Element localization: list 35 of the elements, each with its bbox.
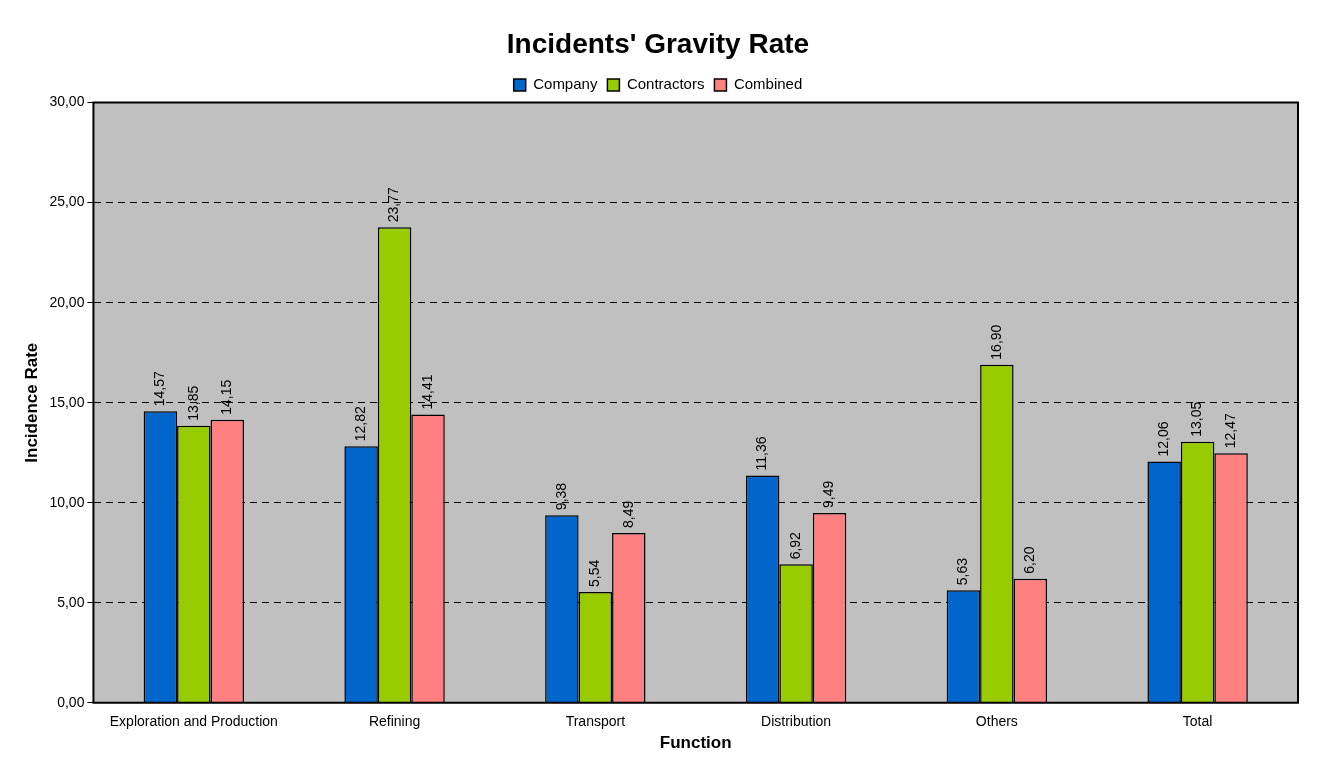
- data-label: 9,38: [552, 482, 569, 511]
- data-label: 23,77: [385, 186, 402, 223]
- y-tick-label: 30,00: [49, 93, 85, 110]
- data-label: 5,54: [586, 559, 603, 587]
- x-tick-label: Total: [1182, 713, 1213, 730]
- data-label: 6,20: [1021, 546, 1038, 574]
- data-label: 9,49: [820, 480, 837, 508]
- x-tick-label: Refining: [368, 713, 421, 730]
- x-axis-title: Function: [659, 733, 732, 753]
- legend-label: Combined: [733, 75, 803, 93]
- data-label: 13,85: [184, 385, 201, 421]
- data-label: 12,82: [351, 406, 368, 442]
- y-tick-label: 25,00: [49, 193, 85, 210]
- y-tick-label: 15,00: [49, 393, 85, 410]
- y-tick-label: 5,00: [57, 593, 85, 610]
- chart-title: Incidents' Gravity Rate: [506, 27, 810, 59]
- legend-label: Contractors: [626, 75, 705, 93]
- x-tick-label: Others: [975, 713, 1018, 730]
- data-label: 16,90: [987, 324, 1004, 360]
- x-tick-label: Distribution: [761, 713, 832, 730]
- data-label: 12,06: [1155, 421, 1172, 457]
- legend-label: Company: [533, 75, 598, 93]
- data-label: 5,63: [954, 557, 971, 586]
- y-tick-label: 0,00: [57, 693, 85, 710]
- data-label: 6,92: [786, 531, 803, 560]
- data-label: 14,15: [218, 379, 235, 415]
- data-label: 14,41: [418, 374, 435, 410]
- y-tick-label: 20,00: [49, 293, 85, 310]
- data-label: 11,36: [753, 436, 770, 471]
- y-axis-title: Incidence Rate: [21, 342, 41, 463]
- data-label: 13,05: [1188, 401, 1205, 437]
- y-tick-label: 10,00: [49, 493, 85, 510]
- x-tick-label: Exploration and Production: [109, 713, 278, 730]
- data-label: 12,47: [1221, 413, 1238, 449]
- x-tick-label: Transport: [565, 713, 626, 730]
